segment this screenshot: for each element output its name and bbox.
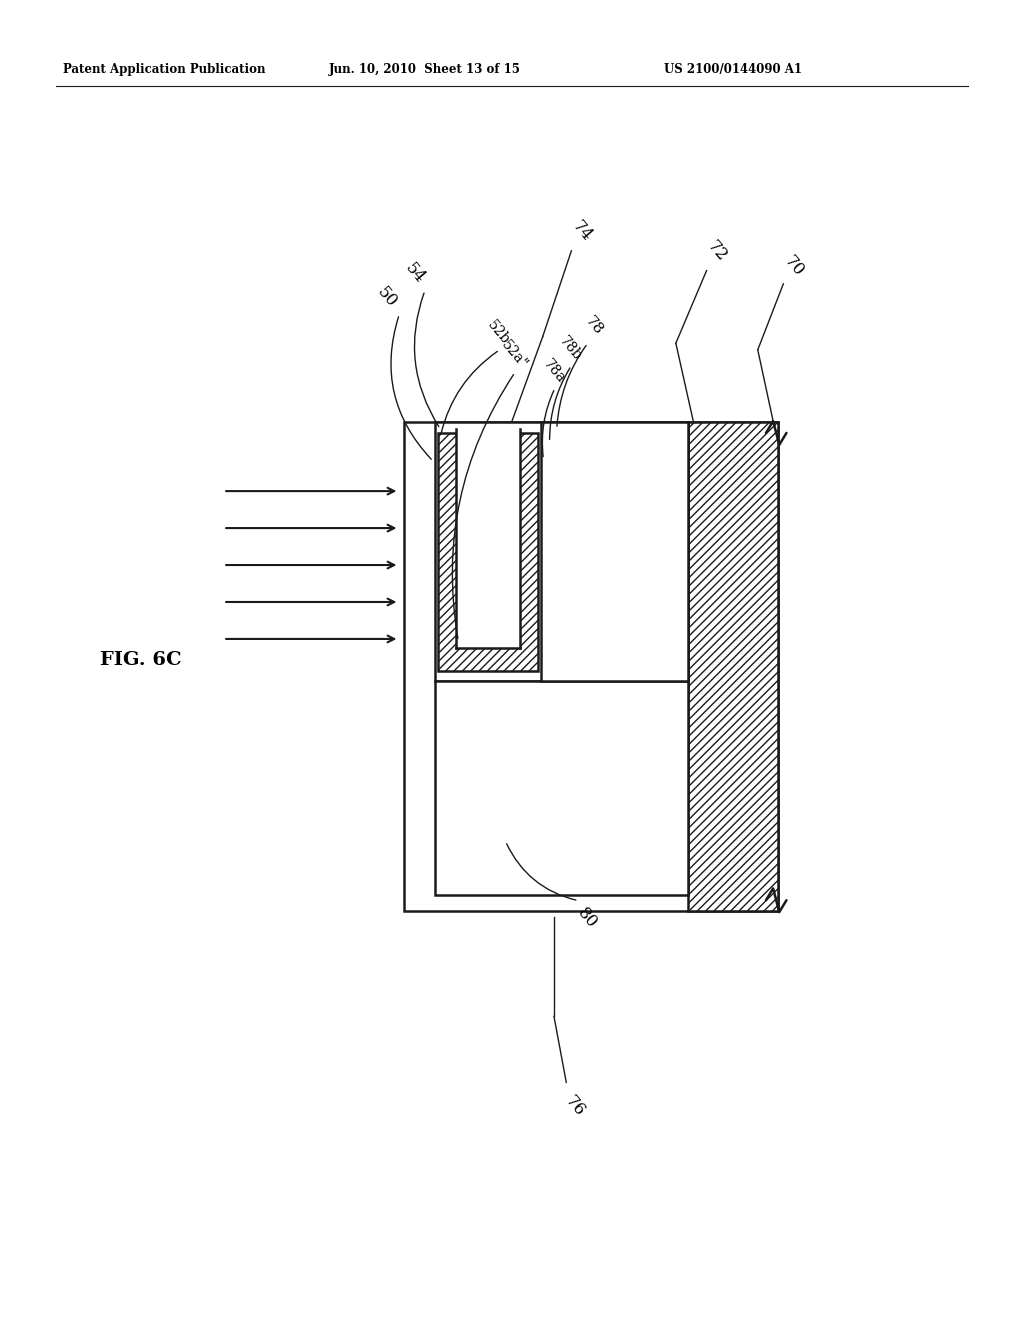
- Bar: [542, 422, 688, 681]
- Bar: [435, 422, 688, 681]
- Text: Jun. 10, 2010  Sheet 13 of 15: Jun. 10, 2010 Sheet 13 of 15: [329, 63, 521, 77]
- Text: 78a: 78a: [541, 356, 567, 385]
- Text: 50: 50: [374, 284, 400, 310]
- Text: 78: 78: [583, 314, 605, 338]
- Text: FIG. 6C: FIG. 6C: [100, 651, 182, 669]
- Bar: [688, 422, 778, 911]
- Text: 76: 76: [561, 1093, 588, 1119]
- Text: 80: 80: [573, 904, 600, 932]
- Bar: [404, 422, 778, 911]
- Text: 72: 72: [703, 238, 730, 264]
- Bar: [435, 681, 688, 895]
- Text: 54: 54: [401, 260, 428, 286]
- Text: Patent Application Publication: Patent Application Publication: [63, 63, 266, 77]
- Text: 70: 70: [780, 253, 807, 280]
- Text: US 2100/0144090 A1: US 2100/0144090 A1: [664, 63, 802, 77]
- Bar: [438, 433, 539, 671]
- Text: 74: 74: [568, 218, 595, 244]
- Text: 52b: 52b: [484, 318, 513, 347]
- Bar: [457, 432, 520, 648]
- Text: 52a": 52a": [499, 338, 529, 372]
- Text: 78b: 78b: [556, 334, 585, 363]
- Bar: [542, 422, 688, 681]
